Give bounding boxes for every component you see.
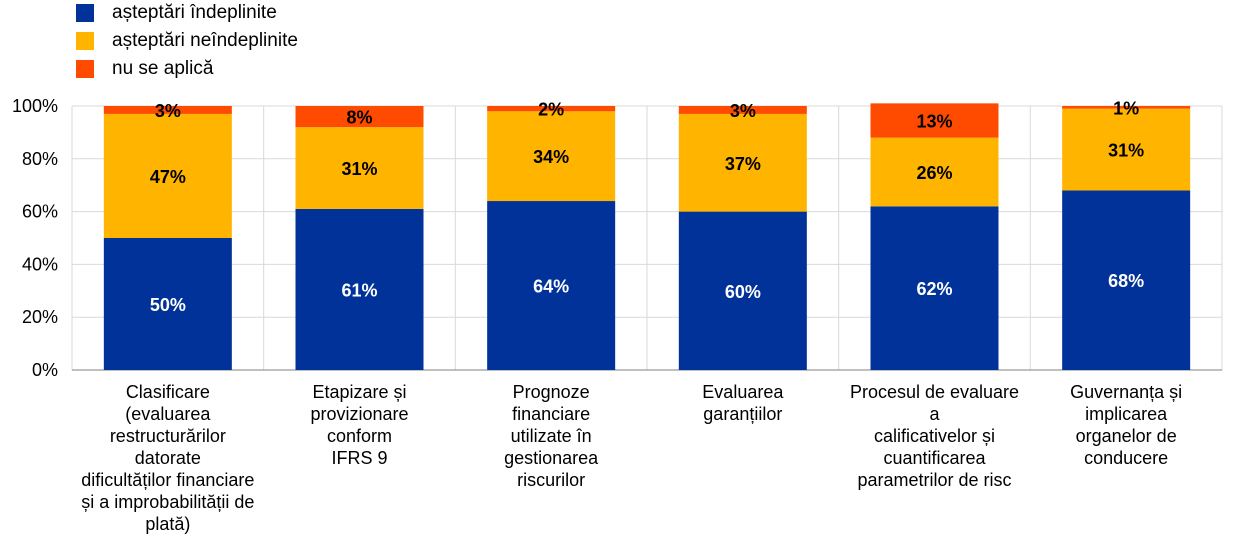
bar-segment [1062, 108, 1191, 191]
data-label: 31% [1108, 141, 1144, 161]
bar-segment [487, 111, 616, 202]
x-tick-label: Guvernanța și [1070, 382, 1182, 402]
bar-segment [678, 211, 807, 370]
legend-swatch [76, 4, 94, 22]
bar-segment [870, 137, 999, 207]
x-tick-label: gestionarea [504, 448, 599, 468]
x-tick-label: și a improbabilității de [81, 492, 254, 512]
bar-segment [870, 206, 999, 370]
data-label: 3% [155, 101, 181, 121]
bar-segment [678, 106, 807, 114]
bar-segment [103, 106, 232, 114]
data-label: 1% [1113, 98, 1139, 118]
y-tick-label: 100% [12, 96, 58, 116]
x-tick-label: parametrilor de risc [857, 470, 1011, 490]
x-tick-label: Evaluarea [702, 382, 784, 402]
bar-segment [678, 113, 807, 212]
bar-segment [295, 127, 424, 209]
x-tick-label: riscurilor [517, 470, 585, 490]
x-tick-label: Procesul de evaluare [850, 382, 1019, 402]
data-label: 68% [1108, 271, 1144, 291]
data-label: 60% [725, 282, 761, 302]
bar-segment [870, 103, 999, 138]
data-label: 13% [916, 112, 952, 132]
x-tick-label: Etapizare și [312, 382, 406, 402]
legend-label: așteptări neîndeplinite [112, 30, 298, 51]
bar-segment [103, 113, 232, 238]
data-label: 34% [533, 147, 569, 167]
data-label: 47% [150, 167, 186, 187]
bar-segment [1062, 106, 1191, 109]
y-tick-label: 20% [22, 307, 58, 327]
x-tick-label: a [929, 404, 940, 424]
y-tick-label: 60% [22, 202, 58, 222]
data-label: 2% [538, 100, 564, 120]
x-tick-label: conducere [1084, 448, 1168, 468]
bar-segment [487, 201, 616, 370]
legend-label: nu se aplică [112, 58, 214, 79]
x-tick-label: utilizate în [511, 426, 592, 446]
data-label: 26% [916, 163, 952, 183]
data-label: 64% [533, 277, 569, 297]
x-tick-label: provizionare [310, 404, 408, 424]
legend-swatch [76, 32, 94, 50]
data-label: 50% [150, 295, 186, 315]
x-tick-label: implicarea [1085, 404, 1168, 424]
data-label: 8% [346, 108, 372, 128]
x-tick-label: Prognoze [513, 382, 590, 402]
bar-segment [103, 238, 232, 370]
x-tick-label: calificativelor și [874, 426, 995, 446]
x-tick-label: financiare [512, 404, 590, 424]
x-tick-label: (evaluarea [125, 404, 211, 424]
x-tick-label: restructurărilor [110, 426, 226, 446]
legend-label: așteptări îndeplinite [112, 2, 277, 23]
y-tick-label: 80% [22, 149, 58, 169]
data-label: 31% [341, 159, 377, 179]
bar-segment [487, 106, 616, 112]
x-tick-label: garanțiilor [703, 404, 782, 424]
data-label: 37% [725, 154, 761, 174]
x-tick-label: dificultăților financiare [81, 470, 254, 490]
x-tick-label: IFRS 9 [331, 448, 387, 468]
x-tick-label: Clasificare [126, 382, 210, 402]
y-tick-label: 40% [22, 254, 58, 274]
y-tick-label: 0% [32, 360, 58, 380]
legend-swatch [76, 60, 94, 78]
data-label: 62% [916, 279, 952, 299]
x-tick-label: cuantificarea [883, 448, 986, 468]
x-tick-label: organelor de [1076, 426, 1177, 446]
bar-segment [295, 208, 424, 370]
x-tick-label: conform [327, 426, 392, 446]
bar-segment [1062, 190, 1191, 370]
data-label: 61% [341, 280, 377, 300]
bar-segment [295, 106, 424, 128]
x-tick-label: plată) [145, 514, 190, 534]
x-tick-label: datorate [135, 448, 201, 468]
data-label: 3% [730, 101, 756, 121]
